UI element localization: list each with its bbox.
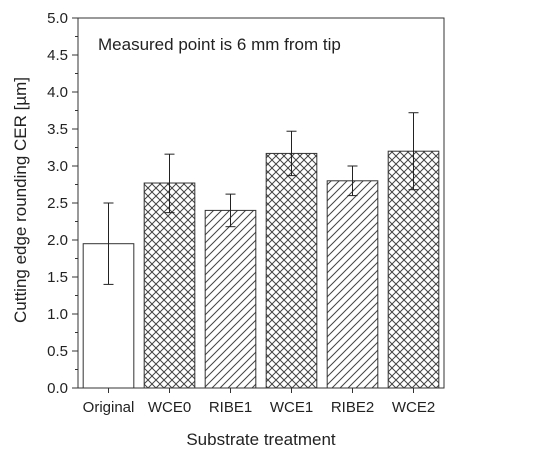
bars-group bbox=[82, 150, 440, 389]
x-axis-title: Substrate treatment bbox=[186, 430, 336, 449]
x-tick-label: Original bbox=[83, 399, 135, 416]
y-tick-label: 0.0 bbox=[47, 380, 68, 397]
bar-wce2 bbox=[387, 150, 440, 389]
y-axis-title: Cutting edge rounding CER [µm] bbox=[11, 77, 30, 323]
x-tick-label: WCE0 bbox=[148, 399, 191, 416]
y-tick-label: 2.5 bbox=[47, 195, 68, 212]
y-tick-label: 1.5 bbox=[47, 269, 68, 286]
y-tick-label: 3.0 bbox=[47, 158, 68, 175]
x-axis-labels: Original WCE0 RIBE1 WCE1 RIBE2 WCE2 bbox=[83, 388, 435, 416]
error-bars-group bbox=[103, 112, 419, 285]
y-tick-label: 3.5 bbox=[47, 121, 68, 138]
y-tick-label: 4.5 bbox=[47, 47, 68, 64]
x-tick-label: RIBE1 bbox=[209, 399, 252, 416]
y-tick-label: 4.0 bbox=[47, 84, 68, 101]
y-tick-label: 5.0 bbox=[47, 10, 68, 27]
x-tick-label: RIBE2 bbox=[331, 399, 374, 416]
bar-original bbox=[82, 243, 135, 389]
bar-wce1 bbox=[265, 152, 318, 389]
bar-wce0 bbox=[143, 182, 196, 389]
plot-frame bbox=[77, 17, 445, 389]
y-tick-label: 2.0 bbox=[47, 232, 68, 249]
bar-ribe1 bbox=[204, 209, 257, 389]
y-tick-label: 0.5 bbox=[47, 343, 68, 360]
y-axis-ticks: 0.0 0.5 1.0 1.5 2.0 2.5 3.0 3.5 4.0 4.5 5.0 bbox=[47, 10, 78, 397]
bar-ribe2 bbox=[326, 180, 379, 389]
chart-annotation: Measured point is 6 mm from tip bbox=[98, 35, 341, 54]
x-tick-label: WCE2 bbox=[392, 399, 435, 416]
x-tick-label: WCE1 bbox=[270, 399, 313, 416]
y-tick-label: 1.0 bbox=[47, 306, 68, 323]
